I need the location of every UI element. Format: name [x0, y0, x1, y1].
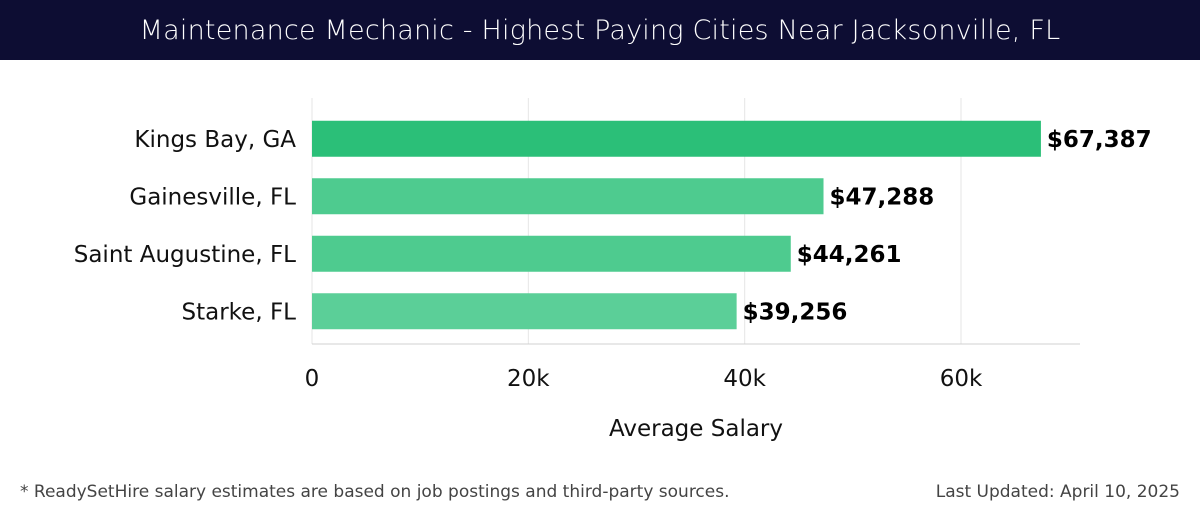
bar: [312, 293, 737, 330]
category-label: Gainesville, FL: [129, 184, 296, 210]
chart-header: Maintenance Mechanic - Highest Paying Ci…: [0, 0, 1200, 60]
category-label: Kings Bay, GA: [134, 127, 296, 153]
value-label: $39,256: [743, 299, 848, 325]
x-tick-label: 60k: [940, 366, 983, 392]
chart-title: Maintenance Mechanic - Highest Paying Ci…: [139, 14, 1061, 46]
footer-note: * ReadySetHire salary estimates are base…: [20, 482, 730, 502]
bar: [312, 178, 824, 215]
x-tick-label: 20k: [507, 366, 550, 392]
bar: [312, 120, 1041, 157]
value-label: $67,387: [1047, 127, 1152, 153]
value-label: $47,288: [830, 184, 935, 210]
last-updated: Last Updated: April 10, 2025: [935, 482, 1180, 502]
category-label: Starke, FL: [182, 299, 297, 325]
x-axis-title: Average Salary: [609, 416, 783, 442]
bar-chart: Kings Bay, GA $67,387 Gainesville, FL $47,2…: [74, 98, 1152, 442]
value-label: $44,261: [797, 242, 902, 268]
bar: [312, 235, 791, 272]
category-label: Saint Augustine, FL: [74, 242, 296, 268]
x-tick-label: 40k: [723, 366, 766, 392]
x-tick-label: 0: [305, 366, 320, 392]
